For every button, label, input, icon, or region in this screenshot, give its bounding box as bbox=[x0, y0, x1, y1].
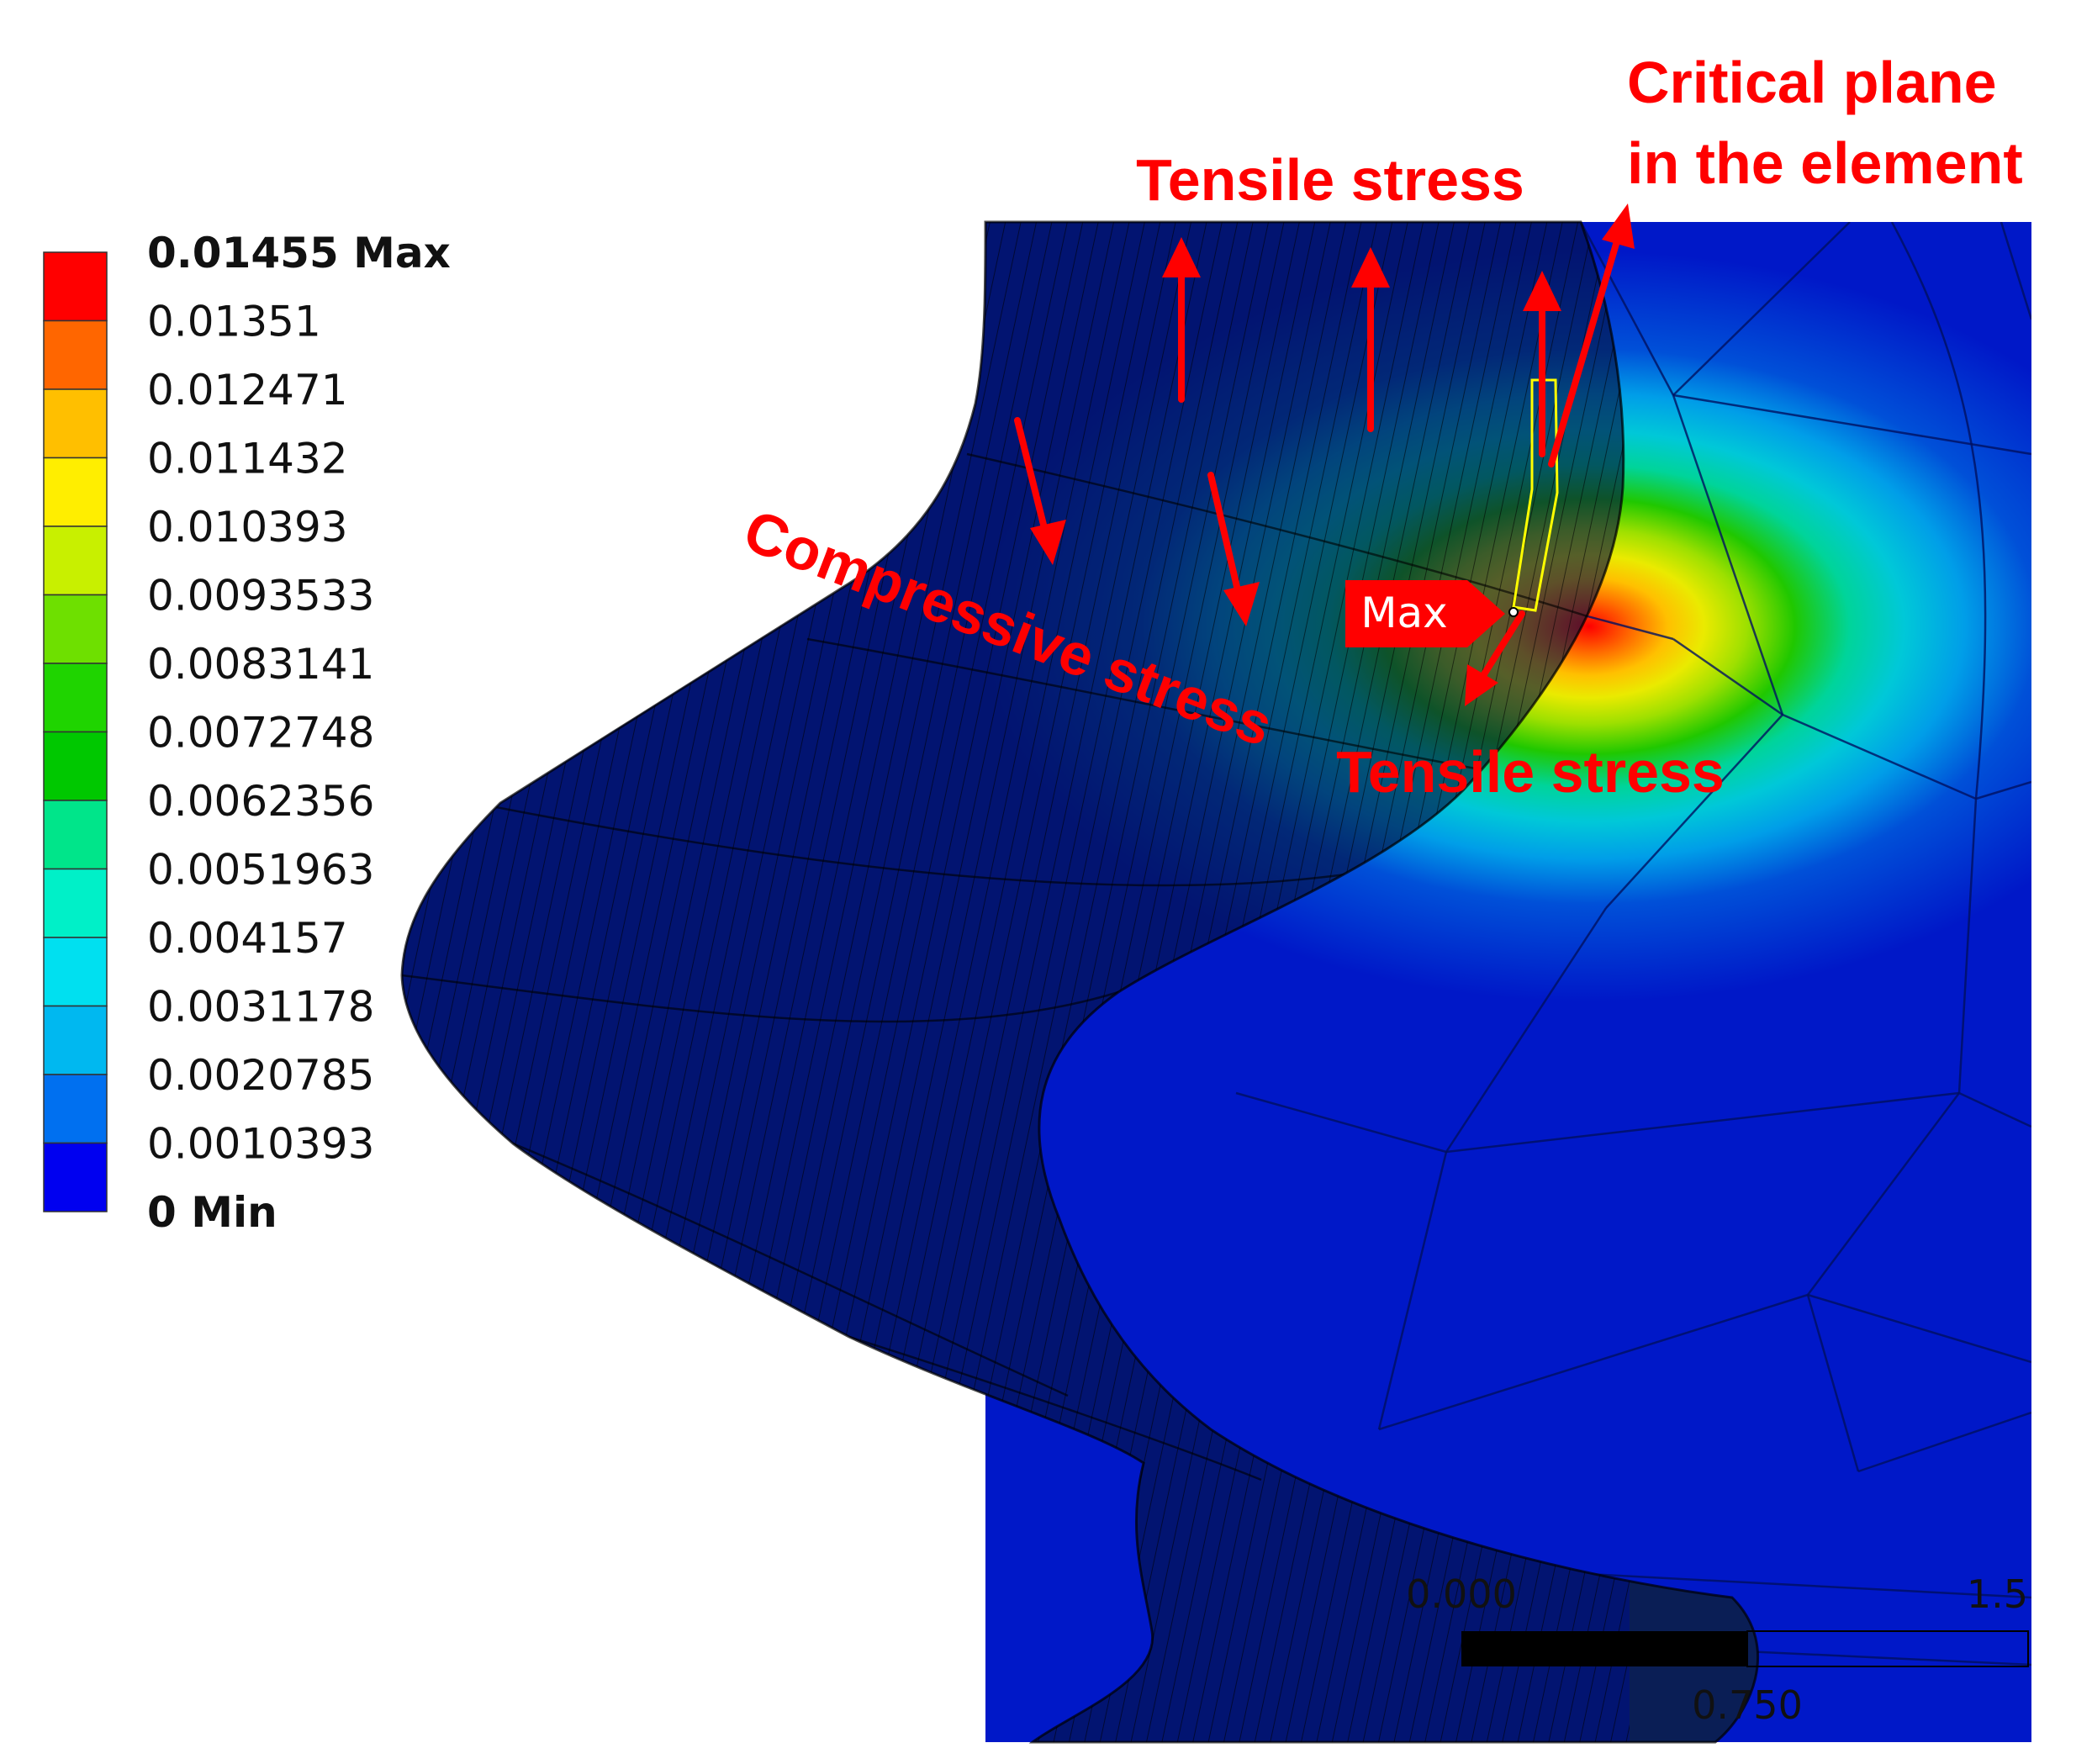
scale-bar-white bbox=[1746, 1630, 2029, 1667]
legend-swatch bbox=[43, 594, 108, 664]
legend-value-label: 0.0062356 bbox=[147, 777, 374, 826]
compressive-arrowhead-1 bbox=[1030, 520, 1066, 565]
max-tag: Max bbox=[1345, 580, 1519, 647]
legend-value-label: 0.011432 bbox=[147, 435, 348, 483]
tensile-arrowhead-bottom bbox=[1465, 664, 1498, 706]
tensile-arrowhead-1 bbox=[1162, 237, 1201, 277]
critical-plane-pointer bbox=[1548, 232, 1622, 467]
legend-value-label: 0.0072748 bbox=[147, 709, 374, 758]
legend-value-label: 0.0031178 bbox=[147, 983, 374, 1032]
legend-swatch bbox=[43, 663, 108, 733]
critical-plane-label-line2: in the element bbox=[1627, 130, 2023, 196]
tensile-stress-top-label: Tensile stress bbox=[1136, 147, 1524, 213]
legend-value-label: 0.01351 bbox=[147, 298, 321, 346]
legend-swatch bbox=[43, 868, 108, 938]
compressive-arrow-1 bbox=[1014, 417, 1050, 541]
legend-swatch bbox=[43, 388, 108, 459]
legend-labels: 0.01455 Max 0.01351 0.012471 0.011432 0.0103… bbox=[147, 229, 451, 1237]
legend-color-bar bbox=[43, 251, 108, 1212]
scale-label-mid: 0.750 bbox=[1692, 1682, 1803, 1728]
max-tag-label: Max bbox=[1360, 589, 1447, 637]
critical-plane-arrowhead bbox=[1602, 203, 1635, 249]
scale-label-right: 1.5 bbox=[1967, 1571, 2028, 1617]
legend-value-label: 0.0020785 bbox=[147, 1051, 374, 1100]
tensile-arrowhead-3 bbox=[1523, 271, 1561, 311]
legend-swatch bbox=[43, 937, 108, 1007]
legend-value-label: 0.004157 bbox=[147, 914, 348, 963]
legend-value-label: 0.0010393 bbox=[147, 1120, 374, 1169]
critical-plane-label-line1: Critical plane bbox=[1627, 50, 1997, 115]
legend-swatch bbox=[43, 731, 108, 801]
compressive-arrow-2 bbox=[1207, 472, 1244, 605]
legend-value-label: 0.0093533 bbox=[147, 572, 374, 621]
scale-label-left: 0.000 bbox=[1406, 1571, 1517, 1617]
tensile-arrow-bottom bbox=[1477, 610, 1525, 684]
compressive-arrowhead-2 bbox=[1223, 582, 1260, 626]
legend-swatch bbox=[43, 457, 108, 527]
stress-arrows bbox=[1014, 203, 1635, 706]
tensile-arrowhead-2 bbox=[1351, 247, 1390, 288]
legend-swatch bbox=[43, 320, 108, 390]
legend-value-label: 0.0083141 bbox=[147, 640, 374, 689]
legend-value-label: 0.012471 bbox=[147, 366, 348, 415]
legend-value-label: 0.010393 bbox=[147, 503, 348, 552]
legend-swatch bbox=[43, 1142, 108, 1212]
legend-value-label: 0.0051963 bbox=[147, 846, 374, 895]
legend-swatch bbox=[43, 251, 108, 322]
tensile-stress-bottom-label: Tensile stress bbox=[1336, 739, 1725, 805]
scale-bar-black bbox=[1461, 1631, 1747, 1666]
legend-swatch bbox=[43, 1005, 108, 1075]
legend-value-label: 0 Min bbox=[147, 1188, 277, 1237]
legend-swatch bbox=[43, 800, 108, 870]
legend-value-label: 0.01455 Max bbox=[147, 229, 451, 277]
legend-swatch bbox=[43, 1074, 108, 1144]
critical-element-outline bbox=[1512, 378, 1559, 612]
scale-bar: 0.000 1.5 0.750 bbox=[1406, 1571, 2029, 1728]
legend-swatch bbox=[43, 526, 108, 596]
